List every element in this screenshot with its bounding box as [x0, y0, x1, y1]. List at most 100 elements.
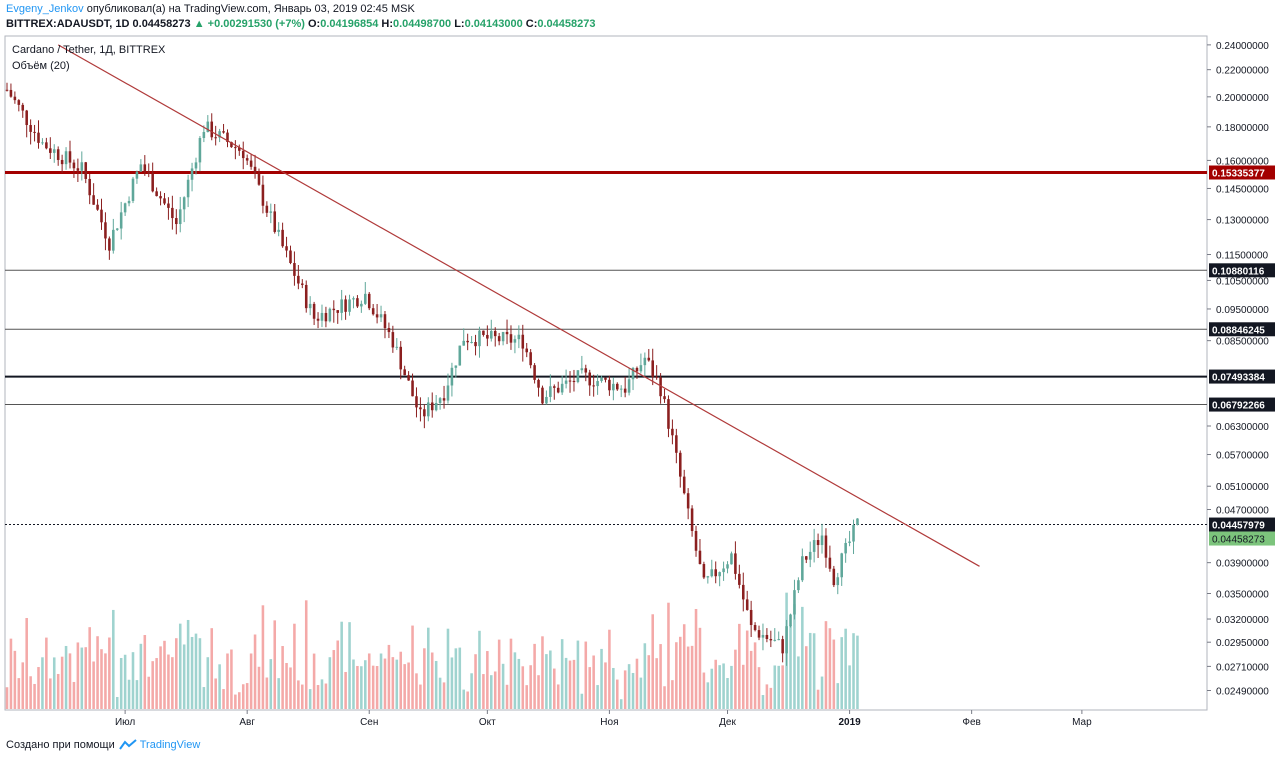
volume-bar — [108, 637, 111, 709]
candle-body — [104, 222, 107, 239]
candle-body — [403, 369, 406, 376]
candle-body — [64, 151, 68, 165]
candle-body — [206, 121, 210, 133]
candle-body — [592, 385, 595, 387]
candle-body — [391, 332, 395, 348]
candle-body — [678, 452, 682, 477]
candle-body — [631, 367, 635, 380]
candle-body — [245, 158, 249, 161]
candle-body — [430, 402, 434, 411]
ohlc-line: BITTREX:ADAUSDT, 1D 0.04458273 ▲ +0.0029… — [6, 18, 596, 30]
candle-body — [340, 299, 343, 313]
volume-bar — [80, 647, 84, 709]
y-tick-label: 0.04700000 — [1216, 505, 1269, 516]
candle-body — [175, 218, 178, 225]
volume-bar — [442, 682, 446, 709]
x-tick-label: Авг — [239, 717, 255, 728]
price-level-badge — [1209, 322, 1275, 337]
candle-body — [241, 150, 245, 159]
candle-body — [702, 564, 706, 578]
volume-bar — [675, 642, 678, 709]
y-tick-label: 0.11500000 — [1216, 251, 1269, 262]
candle-body — [399, 346, 403, 370]
author-link[interactable]: Evgeny_Jenkov — [6, 3, 84, 15]
candle-body — [824, 535, 828, 558]
candle-body — [182, 197, 186, 210]
candle-body — [741, 584, 745, 600]
volume-bar — [194, 633, 198, 709]
candle-body — [155, 191, 158, 197]
candle-body — [820, 535, 824, 546]
candle-body — [387, 328, 391, 333]
x-tick-label: Фев — [962, 717, 980, 728]
volume-bar — [738, 623, 741, 709]
volume-bar — [249, 653, 253, 709]
y-tick-label: 0.09500000 — [1216, 305, 1269, 316]
candle-body — [836, 577, 840, 586]
volume-bar — [127, 679, 131, 709]
candle-body — [312, 303, 316, 319]
candle-body — [556, 387, 560, 393]
tradingview-link[interactable]: TradingView — [139, 739, 201, 751]
candle-body — [812, 540, 816, 552]
candle-body — [257, 173, 261, 185]
candle-body — [493, 330, 497, 337]
volume-bar — [647, 655, 651, 709]
price-level-label: 0.07493384 — [1212, 373, 1265, 384]
volume-bar — [261, 605, 265, 709]
candle-body — [17, 100, 21, 105]
candle-body — [623, 388, 627, 393]
x-tick-label: 2019 — [838, 717, 861, 728]
volume-bar — [131, 652, 135, 709]
candle-body — [694, 530, 698, 551]
candle-body — [336, 310, 340, 313]
volume-bar — [553, 668, 556, 709]
volume-bar — [714, 659, 717, 709]
candle-body — [253, 166, 257, 174]
candle-body — [395, 346, 399, 348]
created-with-text: Создано при помощи — [6, 739, 115, 751]
y-tick-label: 0.14500000 — [1216, 184, 1269, 195]
volume-bar — [631, 672, 635, 709]
last-price: 0.04458273 — [132, 18, 191, 30]
volume-bar — [513, 652, 517, 709]
candle-body — [612, 383, 615, 391]
candle-body — [163, 198, 166, 204]
volume-bar — [25, 618, 28, 709]
volume-bar — [68, 653, 72, 709]
candle-body — [423, 409, 426, 417]
candle-body — [639, 365, 643, 372]
volume-bar — [304, 600, 308, 709]
volume-bar — [777, 665, 780, 709]
candle-body — [804, 556, 808, 560]
volume-bar — [312, 653, 316, 709]
volume-bar — [430, 652, 434, 709]
candle-body — [328, 308, 332, 322]
candle-body — [96, 204, 99, 210]
candle-body — [765, 634, 769, 639]
candle-body — [230, 141, 233, 148]
candle-body — [655, 376, 658, 378]
volume-bar — [320, 679, 324, 709]
volume-bar — [13, 650, 17, 709]
y-tick-label: 0.24000000 — [1216, 41, 1269, 52]
volume-bar — [72, 681, 76, 709]
volume-bar — [686, 646, 690, 709]
candle-body — [576, 370, 580, 383]
volume-bar — [269, 659, 273, 709]
volume-bar — [816, 689, 820, 709]
volume-bar — [230, 649, 233, 709]
volume-bar — [592, 655, 595, 709]
volume-bar — [245, 683, 249, 709]
volume-bar — [710, 668, 714, 709]
price-chart[interactable]: 0.24000000 0.22000000 0.20000000 0.18000000… — [0, 34, 1280, 734]
volume-bar — [9, 638, 13, 709]
volume-bar — [781, 665, 784, 709]
volume-bar — [690, 645, 694, 709]
volume-bar — [655, 658, 658, 709]
chart-legend-title: Cardano / Tether, 1Д, BITTREX — [12, 44, 166, 56]
volume-bar — [584, 641, 588, 709]
candle-body — [226, 132, 229, 142]
candle-body — [781, 639, 784, 654]
volume-bar — [123, 654, 127, 709]
